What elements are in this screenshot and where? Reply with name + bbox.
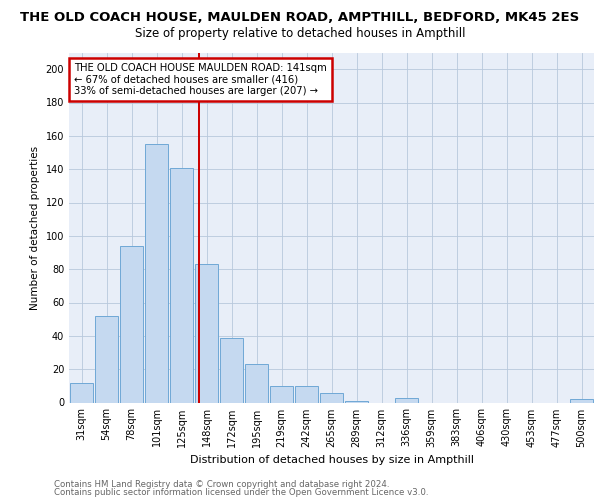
Text: Size of property relative to detached houses in Ampthill: Size of property relative to detached ho…	[135, 28, 465, 40]
Bar	[95, 316, 118, 402]
Bar	[270, 386, 293, 402]
Text: Contains public sector information licensed under the Open Government Licence v3: Contains public sector information licen…	[54, 488, 428, 497]
Bar	[170, 168, 193, 402]
Bar	[70, 382, 93, 402]
Bar	[395, 398, 418, 402]
Bar	[120, 246, 143, 402]
Bar	[570, 399, 593, 402]
Bar	[195, 264, 218, 402]
Bar	[145, 144, 168, 403]
Bar	[245, 364, 268, 403]
Text: THE OLD COACH HOUSE, MAULDEN ROAD, AMPTHILL, BEDFORD, MK45 2ES: THE OLD COACH HOUSE, MAULDEN ROAD, AMPTH…	[20, 11, 580, 24]
Bar	[345, 401, 368, 402]
X-axis label: Distribution of detached houses by size in Ampthill: Distribution of detached houses by size …	[190, 455, 473, 465]
Text: THE OLD COACH HOUSE MAULDEN ROAD: 141sqm
← 67% of detached houses are smaller (4: THE OLD COACH HOUSE MAULDEN ROAD: 141sqm…	[74, 63, 327, 96]
Text: Contains HM Land Registry data © Crown copyright and database right 2024.: Contains HM Land Registry data © Crown c…	[54, 480, 389, 489]
Bar	[220, 338, 243, 402]
Y-axis label: Number of detached properties: Number of detached properties	[30, 146, 40, 310]
Bar	[295, 386, 318, 402]
Bar	[320, 392, 343, 402]
